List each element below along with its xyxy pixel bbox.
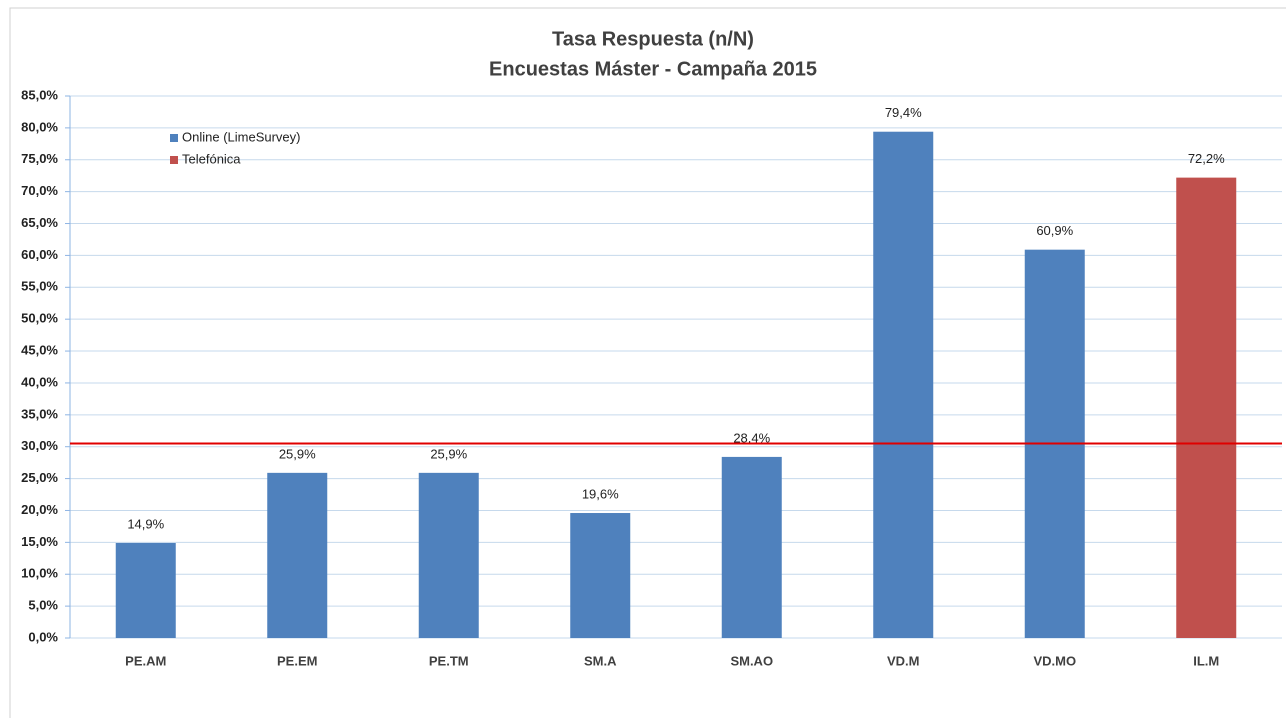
- chart-title: Tasa Respuesta (n/N): [552, 28, 754, 50]
- y-tick-label: 50,0%: [21, 311, 58, 326]
- bar: [418, 472, 479, 638]
- y-tick-label: 30,0%: [21, 438, 58, 453]
- bar: [267, 472, 328, 638]
- y-tick-label: 45,0%: [21, 342, 58, 357]
- data-label: 28,4%: [733, 430, 770, 445]
- y-tick-label: 55,0%: [21, 279, 58, 294]
- x-tick-label: VD.MO: [1033, 653, 1076, 668]
- x-tick-label: PE.AM: [125, 653, 166, 668]
- x-tick-label: VD.M: [887, 653, 920, 668]
- y-tick-label: 10,0%: [21, 566, 58, 581]
- data-label: 25,9%: [279, 446, 316, 461]
- data-label: 60,9%: [1036, 223, 1073, 238]
- legend-swatch: [170, 134, 178, 142]
- y-tick-label: 70,0%: [21, 183, 58, 198]
- y-tick-label: 75,0%: [21, 151, 58, 166]
- y-tick-label: 85,0%: [21, 87, 58, 102]
- y-tick-label: 65,0%: [21, 215, 58, 230]
- y-tick-label: 5,0%: [28, 598, 58, 613]
- legend-swatch: [170, 156, 178, 164]
- y-tick-label: 40,0%: [21, 374, 58, 389]
- data-label: 79,4%: [885, 105, 922, 120]
- y-tick-label: 0,0%: [28, 629, 58, 644]
- x-tick-label: SM.AO: [730, 653, 773, 668]
- y-tick-label: 15,0%: [21, 534, 58, 549]
- x-tick-label: PE.TM: [429, 653, 469, 668]
- x-tick-label: PE.EM: [277, 653, 317, 668]
- y-tick-label: 35,0%: [21, 406, 58, 421]
- data-label: 14,9%: [127, 516, 164, 531]
- bar: [1176, 177, 1237, 638]
- y-tick-label: 60,0%: [21, 247, 58, 262]
- data-label: 72,2%: [1188, 151, 1225, 166]
- legend-label: Online (LimeSurvey): [182, 129, 301, 144]
- legend-label: Telefónica: [182, 151, 241, 166]
- chart-subtitle: Encuestas Máster - Campaña 2015: [489, 58, 817, 80]
- y-tick-label: 25,0%: [21, 470, 58, 485]
- x-tick-label: IL.M: [1193, 653, 1219, 668]
- bar: [873, 131, 934, 638]
- y-tick-label: 80,0%: [21, 119, 58, 134]
- data-label: 25,9%: [430, 446, 467, 461]
- y-tick-label: 20,0%: [21, 502, 58, 517]
- x-tick-label: SM.A: [584, 653, 617, 668]
- data-label: 19,6%: [582, 486, 619, 501]
- bar: [570, 513, 631, 638]
- chart-border: [9, 7, 1286, 718]
- bar: [721, 456, 782, 638]
- bar: [115, 542, 176, 638]
